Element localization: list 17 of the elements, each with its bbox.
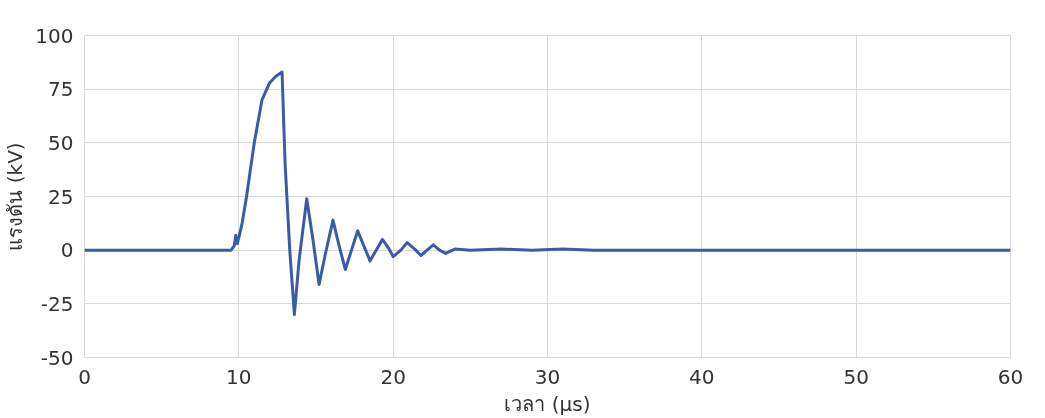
- x-tick-label: 30: [534, 364, 561, 389]
- y-tick-label: 75: [48, 77, 74, 102]
- y-axis-title: แรงดัน (kV): [3, 142, 28, 251]
- y-tick-label: -25: [40, 291, 74, 316]
- x-tick-label: 0: [78, 364, 91, 389]
- y-tick-label: 25: [48, 184, 74, 209]
- x-tick-label: 40: [689, 364, 715, 389]
- y-tick-label: -50: [40, 345, 74, 370]
- y-tick-label: 0: [60, 238, 74, 263]
- x-tick-label: 60: [997, 364, 1024, 389]
- y-tick-label: 50: [48, 130, 74, 155]
- x-tick-label: 20: [380, 364, 406, 389]
- x-axis-title: เวลา (μs): [504, 391, 591, 416]
- x-tick-label: 50: [843, 364, 869, 389]
- x-tick-label: 10: [226, 364, 252, 389]
- line-series: [84, 70, 1011, 317]
- y-tick-label: 100: [35, 23, 74, 48]
